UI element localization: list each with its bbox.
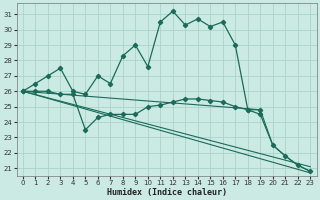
- X-axis label: Humidex (Indice chaleur): Humidex (Indice chaleur): [107, 188, 227, 197]
